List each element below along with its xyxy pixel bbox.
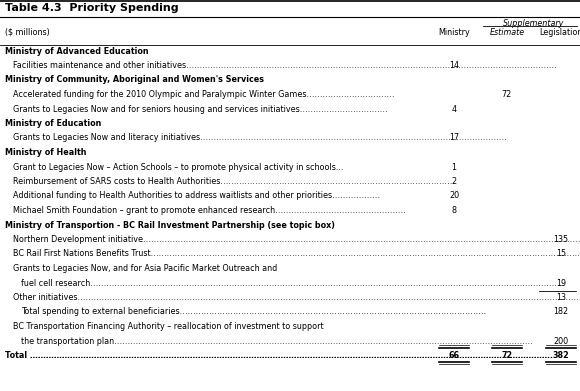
Text: Grants to Legacies Now, and for Asia Pacific Market Outreach and: Grants to Legacies Now, and for Asia Pac… bbox=[13, 264, 277, 273]
Text: 72: 72 bbox=[502, 90, 512, 99]
Text: Ministry of Transportion - BC Rail Investment Partnership (see topic box): Ministry of Transportion - BC Rail Inves… bbox=[5, 221, 335, 230]
Text: 382: 382 bbox=[553, 351, 570, 360]
Text: 8: 8 bbox=[451, 206, 456, 215]
Text: Accelerated funding for the 2010 Olympic and Paralympic Winter Games……………………………: Accelerated funding for the 2010 Olympic… bbox=[13, 90, 394, 99]
Text: Supplementary: Supplementary bbox=[503, 19, 565, 28]
Text: Total …………………………………………………………………………………………………………………………………………………………………………….: Total …………………………………………………………………………………………… bbox=[5, 351, 553, 360]
Text: fuel cell research…………………………………………………………………………………………………………………………………………………………….: fuel cell research…………………………………………………………… bbox=[21, 278, 565, 287]
Text: Reimbursement of SARS costs to Health Authorities…………………………………………………………………………….: Reimbursement of SARS costs to Health Au… bbox=[13, 177, 455, 186]
Text: BC Transportation Financing Authority – reallocation of investment to support: BC Transportation Financing Authority – … bbox=[13, 322, 324, 331]
Text: Grants to Legacies Now and literacy initiatives………………………………………………………………………………………: Grants to Legacies Now and literacy init… bbox=[13, 133, 506, 142]
Text: Table 4.3  Priority Spending: Table 4.3 Priority Spending bbox=[5, 3, 179, 13]
Text: Ministry: Ministry bbox=[438, 28, 470, 37]
Text: Additional funding to Health Authorities to address waitlists and other prioriti: Additional funding to Health Authorities… bbox=[13, 192, 380, 201]
Text: Michael Smith Foundation – grant to promote enhanced research………………………………………….: Michael Smith Foundation – grant to prom… bbox=[13, 206, 405, 215]
Text: Other initiatives………………………………………………………………………………………………………………………………………………………………………: Other initiatives……………………………………………………………… bbox=[13, 293, 580, 302]
Text: Legislation: Legislation bbox=[539, 28, 580, 37]
Text: Northern Development initiative…………………………………………………………………………………………………………………………………: Northern Development initiative………………………… bbox=[13, 235, 580, 244]
Text: 2: 2 bbox=[451, 177, 456, 186]
Text: 182: 182 bbox=[553, 307, 568, 316]
Text: 19: 19 bbox=[556, 278, 566, 287]
Text: BC Rail First Nations Benefits Trust……………………………………………………………………………………………………………………: BC Rail First Nations Benefits Trust…………… bbox=[13, 249, 580, 258]
Text: Grants to Legacies Now and for seniors housing and services initiatives………………………: Grants to Legacies Now and for seniors h… bbox=[13, 104, 388, 113]
Text: ($ millions): ($ millions) bbox=[5, 28, 50, 37]
Text: 14: 14 bbox=[449, 61, 459, 70]
Text: the transportation plan………………………………………………………………………………………………………………………………………….: the transportation plan……………………………………………… bbox=[21, 337, 532, 346]
Text: 1: 1 bbox=[451, 163, 456, 172]
Text: Ministry of Health: Ministry of Health bbox=[5, 148, 86, 157]
Text: 13: 13 bbox=[556, 293, 566, 302]
Text: 66: 66 bbox=[448, 351, 459, 360]
Text: 20: 20 bbox=[449, 192, 459, 201]
Text: Facilities maintenance and other initiatives………………………………………………………………………………………………: Facilities maintenance and other initiat… bbox=[13, 61, 557, 70]
Text: Ministry of Education: Ministry of Education bbox=[5, 119, 101, 128]
Text: Ministry of Advanced Education: Ministry of Advanced Education bbox=[5, 47, 148, 56]
Text: 15: 15 bbox=[556, 249, 566, 258]
Text: Total spending to external beneficiaries…………………………………………………………………………………………………….: Total spending to external beneficiaries… bbox=[21, 307, 486, 316]
Text: 72: 72 bbox=[502, 351, 513, 360]
Text: Estimate: Estimate bbox=[490, 28, 524, 37]
Text: 200: 200 bbox=[553, 337, 568, 346]
Text: 4: 4 bbox=[451, 104, 456, 113]
Text: Grant to Legacies Now – Action Schools – to promote physical activity in schools: Grant to Legacies Now – Action Schools –… bbox=[13, 163, 343, 172]
Text: 17: 17 bbox=[449, 133, 459, 142]
Text: Ministry of Community, Aboriginal and Women's Services: Ministry of Community, Aboriginal and Wo… bbox=[5, 75, 264, 84]
Text: 135: 135 bbox=[553, 235, 568, 244]
